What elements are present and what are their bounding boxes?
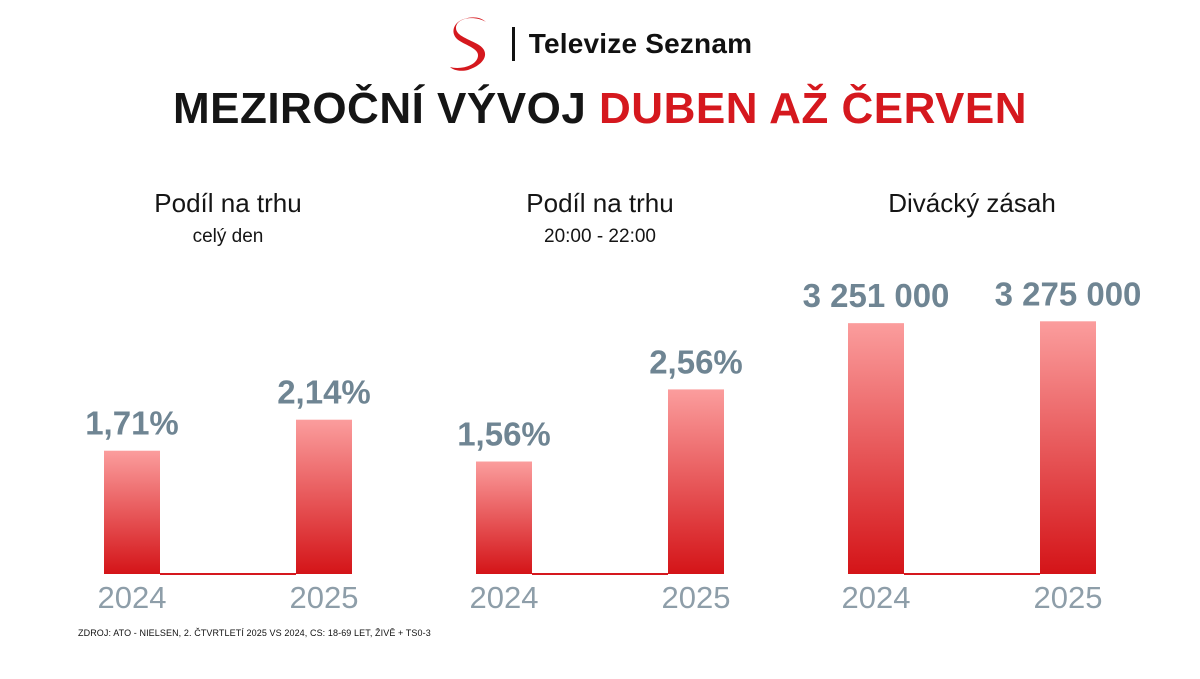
chart-title: Podíl na trhu [154,188,301,218]
category-label: 2025 [1034,580,1103,615]
value-label: 3 275 000 [995,275,1142,312]
seznam-s-logo-icon [449,17,486,71]
page-title: MEZIROČNÍ VÝVOJ DUBEN AŽ ČERVEN [0,84,1200,134]
value-label: 1,71% [85,405,179,442]
brand-name: Televize Seznam [528,28,753,59]
bar-2025 [1040,321,1096,574]
category-label: 2024 [470,580,539,615]
value-label: 2,56% [649,343,743,380]
brand-header: Televize Seznam [0,14,1200,74]
bar-2025 [668,389,724,574]
page-title-part2: DUBEN AŽ ČERVEN [599,84,1028,133]
chart-subtitle: 20:00 - 22:00 [544,226,656,247]
page-title-part1: MEZIROČNÍ VÝVOJ [172,84,587,133]
source-footnote: ZDROJ: ATO - NIELSEN, 2. ČTVRTLETÍ 2025 … [78,628,431,638]
category-label: 2024 [842,580,911,615]
value-label: 2,14% [277,374,371,411]
value-label: 1,56% [457,416,551,453]
category-label: 2024 [98,580,167,615]
bar-2024 [104,450,160,574]
chart-title: Divácký zásah [888,188,1056,218]
bar-2025 [296,419,352,574]
value-label: 3 251 000 [803,277,950,314]
category-label: 2025 [662,580,731,615]
bar-2024 [848,323,904,574]
brand-separator [511,27,515,61]
bar-2024 [476,461,532,574]
category-label: 2025 [290,580,359,615]
chart-title: Podíl na trhu [526,188,673,218]
chart-subtitle: celý den [193,226,264,247]
